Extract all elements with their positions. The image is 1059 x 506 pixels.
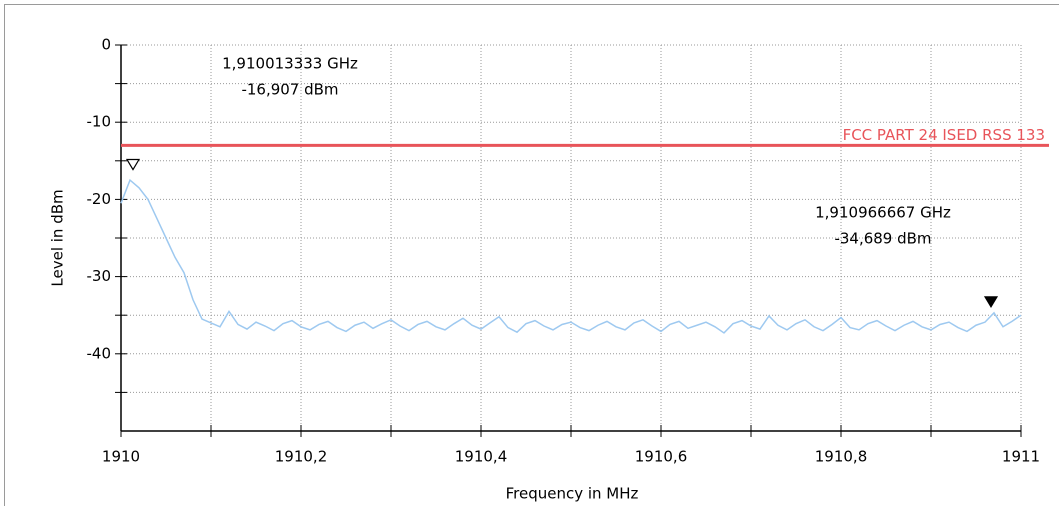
marker-level: -16,907 dBm [241,81,338,99]
marker-frequency: 1,910013333 GHz [222,55,358,73]
limit-label: FCC PART 24 ISED RSS 133 [843,126,1045,144]
marker-level: -34,689 dBm [834,230,931,248]
x-axis-label: Frequency in MHz [506,485,639,503]
y-tick-label: -30 [87,267,112,285]
y-tick-label: -20 [87,190,112,208]
trace [120,178,1022,334]
y-tick-label: 0 [101,36,111,54]
x-tick-label: 1911 [1002,448,1040,466]
x-tick-label: 1910,4 [455,448,508,466]
frame [4,4,1059,506]
x-tick-label: 1910,6 [635,448,688,466]
x-tick-label: 1910 [102,448,140,466]
marker [125,158,141,171]
marker-frequency: 1,910966667 GHz [815,204,951,222]
x-tick-label: 1910,2 [275,448,328,466]
y-tick-label: -40 [87,344,112,362]
x-tick-label: 1910,8 [815,448,868,466]
y-tick-label: -10 [87,113,112,131]
y-axis-label: Level in dBm [49,189,67,286]
marker [983,296,999,308]
